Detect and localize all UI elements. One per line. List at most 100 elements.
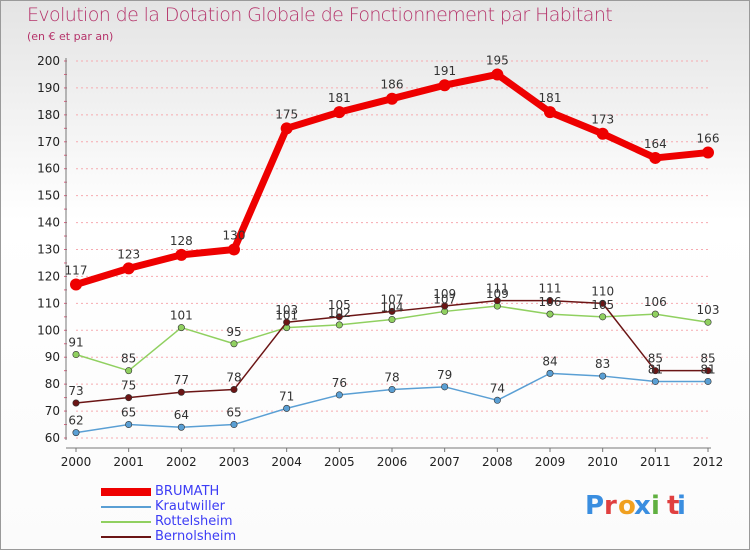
logo-letter: P: [585, 491, 604, 521]
legend-label: Krautwiller: [155, 499, 225, 514]
legend-item-krautwiller: Krautwiller: [101, 499, 301, 515]
data-point-krautwiller: [651, 377, 659, 385]
data-point-bernolsheim: [599, 299, 607, 307]
data-label-rottelsheim: 102: [328, 306, 351, 320]
data-label-krautwiller: 79: [437, 368, 452, 382]
data-point-bernolsheim: [441, 302, 449, 310]
legend-item-brumath: BRUMATH: [101, 484, 301, 500]
logo-letter: o: [618, 491, 636, 521]
data-point-krautwiller: [599, 372, 607, 380]
legend-swatch: [101, 488, 151, 496]
data-point-brumath: [333, 106, 346, 119]
data-label-krautwiller: 74: [490, 381, 505, 395]
data-label-krautwiller: 81: [648, 362, 663, 376]
x-tick-label: 2010: [587, 455, 618, 469]
data-label-rottelsheim: 85: [121, 352, 136, 366]
data-label-rottelsheim: 106: [644, 295, 667, 309]
y-tick-label: 180: [37, 108, 60, 122]
data-label-brumath: 164: [644, 137, 667, 151]
data-label-brumath: 181: [539, 91, 562, 105]
x-tick-label: 2009: [535, 455, 566, 469]
data-point-rottelsheim: [599, 313, 607, 321]
data-label-rottelsheim: 101: [275, 309, 298, 323]
data-point-krautwiller: [125, 421, 133, 429]
data-point-krautwiller: [441, 383, 449, 391]
logo-letter: r: [604, 491, 617, 521]
data-label-bernolsheim: 85: [648, 352, 663, 366]
data-point-krautwiller: [230, 421, 238, 429]
data-point-bernolsheim: [177, 388, 185, 396]
data-label-bernolsheim: 111: [486, 282, 509, 296]
data-label-bernolsheim: 77: [174, 373, 189, 387]
data-point-rottelsheim: [335, 321, 343, 329]
data-point-krautwiller: [177, 423, 185, 431]
data-label-krautwiller: 65: [226, 406, 241, 420]
x-tick-label: 2011: [640, 455, 671, 469]
data-label-rottelsheim: 109: [486, 287, 509, 301]
data-point-brumath: [122, 262, 135, 275]
y-tick-label: 200: [37, 54, 60, 68]
data-label-krautwiller: 76: [332, 376, 347, 390]
chart-title: Evolution de la Dotation Globale de Fonc…: [27, 4, 613, 26]
y-tick-label: 70: [45, 404, 60, 418]
y-tick-label: 120: [37, 269, 60, 283]
data-label-bernolsheim: 107: [381, 292, 404, 306]
data-point-rottelsheim: [546, 310, 554, 318]
legend-swatch: [101, 506, 151, 508]
chart-legend: BRUMATH Krautwiller Rottelsheim Bernolsheim: [101, 484, 301, 545]
legend-swatch: [101, 536, 151, 538]
legend-label: Bernolsheim: [155, 529, 237, 544]
data-label-brumath: 128: [170, 234, 193, 248]
data-point-brumath: [70, 278, 82, 291]
data-label-bernolsheim: 75: [121, 379, 136, 393]
data-point-brumath: [491, 68, 504, 81]
x-tick-label: 2004: [271, 455, 302, 469]
data-point-bernolsheim: [651, 367, 659, 375]
data-label-brumath: 186: [381, 78, 404, 92]
data-label-rottelsheim: 103: [697, 303, 720, 317]
data-point-brumath: [280, 122, 293, 135]
legend-item-rottelsheim: Rottelsheim: [101, 514, 301, 530]
x-tick-label: 2007: [429, 455, 460, 469]
data-point-brumath: [228, 243, 240, 256]
data-point-bernolsheim: [125, 394, 133, 402]
data-point-rottelsheim: [72, 351, 80, 359]
data-point-krautwiller: [704, 377, 712, 385]
data-label-krautwiller: 81: [700, 362, 715, 376]
data-label-rottelsheim: 105: [591, 298, 614, 312]
y-tick-label: 190: [37, 81, 60, 95]
data-point-bernolsheim: [283, 318, 291, 326]
data-label-bernolsheim: 111: [539, 282, 562, 296]
data-point-bernolsheim: [335, 313, 343, 321]
data-point-bernolsheim: [546, 297, 554, 305]
data-point-bernolsheim: [230, 386, 238, 394]
legend-swatch: [101, 521, 151, 523]
data-label-rottelsheim: 101: [170, 309, 193, 323]
x-tick-label: 2002: [166, 455, 197, 469]
data-point-krautwiller: [72, 429, 80, 437]
data-label-brumath: 191: [433, 64, 456, 78]
x-tick-label: 2000: [61, 455, 92, 469]
legend-label: BRUMATH: [155, 484, 220, 499]
x-tick-label: 2001: [113, 455, 144, 469]
data-point-rottelsheim: [651, 310, 659, 318]
data-label-brumath: 181: [328, 91, 351, 105]
data-label-krautwiller: 65: [121, 406, 136, 420]
data-point-rottelsheim: [177, 324, 185, 332]
data-point-rottelsheim: [704, 318, 712, 326]
data-label-krautwiller: 62: [68, 414, 83, 428]
data-label-krautwiller: 64: [174, 408, 189, 422]
y-tick-label: 90: [45, 350, 60, 364]
x-tick-label: 2005: [324, 455, 355, 469]
data-label-brumath: 117: [65, 264, 88, 278]
data-label-rottelsheim: 95: [226, 325, 241, 339]
data-point-brumath: [702, 146, 714, 159]
data-point-rottelsheim: [388, 316, 396, 324]
y-tick-label: 150: [37, 189, 60, 203]
logo-letter: t: [667, 491, 679, 521]
data-label-brumath: 130: [223, 229, 246, 243]
data-point-rottelsheim: [230, 340, 238, 348]
y-tick-label: 80: [45, 377, 60, 391]
